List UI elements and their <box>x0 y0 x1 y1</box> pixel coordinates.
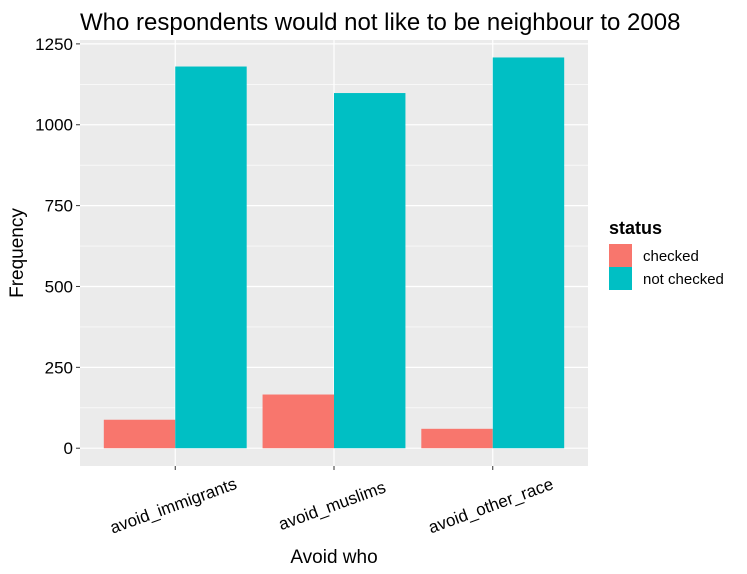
x-tick-label: avoid_muslims <box>276 478 388 534</box>
x-tick-label: avoid_other_race <box>426 474 556 537</box>
y-axis: 0 250 500 750 1000 1250 <box>35 35 80 458</box>
bar-not-checked-avoid-muslims <box>334 93 406 449</box>
bar-checked-avoid-muslims <box>262 394 334 449</box>
y-tick-label: 1250 <box>35 35 73 54</box>
legend-key-checked <box>609 244 632 267</box>
bar-not-checked-avoid-immigrants <box>175 66 247 449</box>
bar-not-checked-avoid-other-race <box>492 57 565 449</box>
y-tick-label: 500 <box>45 277 73 296</box>
y-tick-label: 250 <box>45 358 73 377</box>
y-tick-label: 0 <box>64 439 73 458</box>
bars <box>103 57 565 449</box>
bar-checked-avoid-other-race <box>421 428 493 449</box>
x-tick-label: avoid_immigrants <box>108 474 240 537</box>
legend-label-not-checked: not checked <box>643 271 724 288</box>
y-tick-label: 750 <box>45 197 73 216</box>
legend-key-not-checked <box>609 267 632 290</box>
legend-label-checked: checked <box>643 248 699 265</box>
x-axis: avoid_immigrants avoid_muslims avoid_other… <box>108 466 556 538</box>
chart-title: Who respondents would not like to be nei… <box>80 9 680 36</box>
y-axis-title: Frequency <box>7 208 28 298</box>
x-axis-title: Avoid who <box>290 547 377 568</box>
y-tick-label: 1000 <box>35 116 73 135</box>
legend: status checked not checked <box>609 218 724 290</box>
bar-checked-avoid-immigrants <box>103 419 176 449</box>
legend-title: status <box>609 218 662 238</box>
